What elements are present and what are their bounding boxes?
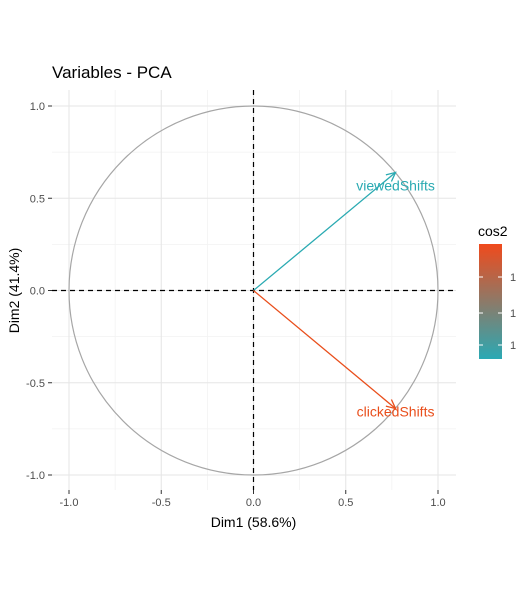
x-axis-ticks: -1.0 -0.5 0.0 0.5 1.0	[60, 490, 446, 509]
y-tick-label: 0.0	[30, 286, 45, 298]
variable-arrow-viewedShifts: viewedShifts	[253, 171, 435, 291]
x-tick-label: 0.0	[246, 497, 261, 509]
x-axis-title: Dim1 (58.6%)	[211, 514, 297, 530]
arrow-shaft	[253, 171, 396, 291]
x-tick-label: 0.5	[338, 497, 353, 509]
plot-panel: viewedShifts clickedShifts	[52, 90, 456, 490]
y-tick-label: 0.5	[30, 193, 45, 205]
legend-colorbar	[479, 244, 502, 359]
variable-label: clickedShifts	[357, 404, 435, 420]
x-tick-label: -0.5	[152, 497, 171, 509]
y-tick-label: -1.0	[26, 470, 45, 482]
y-tick-label: 1.0	[30, 101, 45, 113]
y-axis-ticks: -1.0 -0.5 0.0 0.5 1.0	[26, 101, 52, 482]
legend-label: 1	[510, 308, 516, 320]
variable-label: viewedShifts	[356, 177, 435, 193]
x-tick-label: 1.0	[430, 497, 445, 509]
legend-ticks: 1 1 1	[479, 272, 516, 352]
variable-arrows: viewedShifts clickedShifts	[253, 171, 435, 420]
variable-arrow-clickedShifts: clickedShifts	[253, 290, 435, 420]
legend: cos2 1 1 1	[478, 223, 516, 359]
x-tick-label: -1.0	[60, 497, 79, 509]
correlation-circle	[68, 105, 439, 476]
arrow-head	[385, 171, 397, 182]
legend-title: cos2	[478, 223, 508, 239]
chart-title: Variables - PCA	[52, 63, 172, 82]
y-tick-label: -0.5	[26, 378, 45, 390]
legend-label: 1	[510, 340, 516, 352]
legend-label: 1	[510, 272, 516, 284]
y-axis-title: Dim2 (41.4%)	[6, 248, 22, 334]
arrow-head	[385, 399, 397, 410]
arrow-shaft	[253, 290, 396, 410]
